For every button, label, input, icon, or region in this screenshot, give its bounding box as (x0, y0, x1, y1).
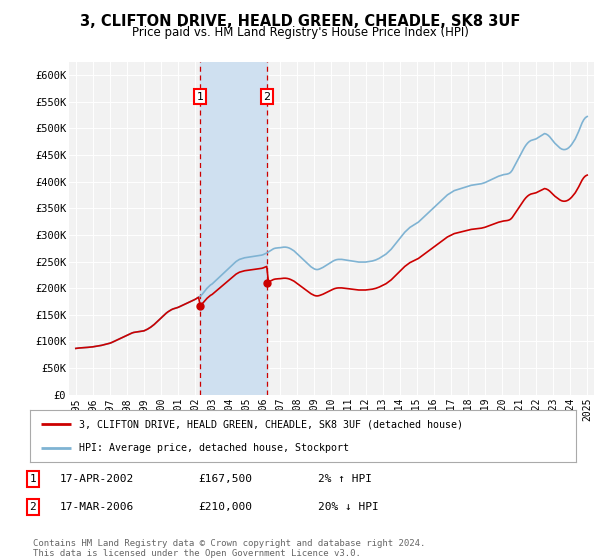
Text: £210,000: £210,000 (198, 502, 252, 512)
Text: 20% ↓ HPI: 20% ↓ HPI (318, 502, 379, 512)
Bar (200, 62, 267, 395)
Text: 17-MAR-2006: 17-MAR-2006 (60, 502, 134, 512)
Text: £167,500: £167,500 (198, 474, 252, 484)
Text: HPI: Average price, detached house, Stockport: HPI: Average price, detached house, Stoc… (79, 443, 349, 453)
Text: 1: 1 (197, 92, 203, 101)
Text: 3, CLIFTON DRIVE, HEALD GREEN, CHEADLE, SK8 3UF (detached house): 3, CLIFTON DRIVE, HEALD GREEN, CHEADLE, … (79, 419, 463, 430)
Text: 17-APR-2002: 17-APR-2002 (60, 474, 134, 484)
Text: Contains HM Land Registry data © Crown copyright and database right 2024.
This d: Contains HM Land Registry data © Crown c… (33, 539, 425, 558)
Text: 2: 2 (263, 92, 271, 101)
Text: Price paid vs. HM Land Registry's House Price Index (HPI): Price paid vs. HM Land Registry's House … (131, 26, 469, 39)
Text: 1: 1 (29, 474, 37, 484)
Text: 2% ↑ HPI: 2% ↑ HPI (318, 474, 372, 484)
Text: 3, CLIFTON DRIVE, HEALD GREEN, CHEADLE, SK8 3UF: 3, CLIFTON DRIVE, HEALD GREEN, CHEADLE, … (80, 14, 520, 29)
Text: 2: 2 (29, 502, 37, 512)
